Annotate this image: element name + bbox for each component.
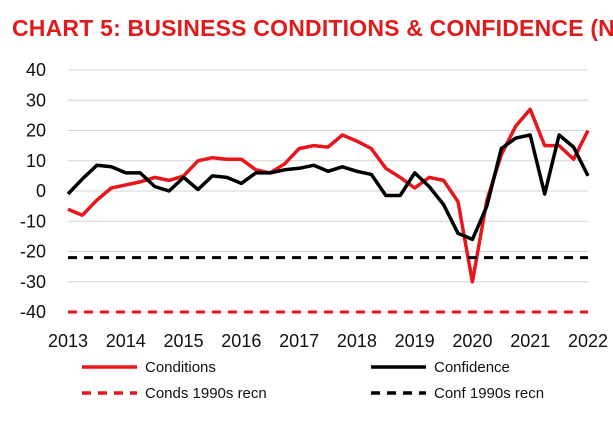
y-tick-label: 40 (26, 60, 46, 80)
y-tick-label: 20 (26, 121, 46, 141)
legend-label: Conf 1990s recn (434, 385, 544, 402)
legend: Conditions Confidence Conds 1990s recn Conf… (82, 359, 544, 402)
x-axis-ticks: 2013 2014 2015 2016 2017 2018 2019 2020 2021 2022 (48, 331, 608, 351)
y-axis-ticks: 40 30 20 10 0 -10 -20 -30 -40 (20, 60, 46, 322)
x-tick-label: 2017 (279, 331, 319, 351)
y-tick-label: 0 (36, 181, 46, 201)
x-tick-label: 2020 (452, 331, 492, 351)
y-tick-label: -40 (20, 302, 46, 322)
series-line-confidence (66, 133, 590, 242)
x-tick-label: 2016 (221, 331, 261, 351)
y-tick-label: 30 (26, 90, 46, 110)
series-lines (66, 107, 590, 314)
y-tick-label: -10 (20, 211, 46, 231)
x-tick-label: 2021 (510, 331, 550, 351)
x-tick-label: 2022 (568, 331, 608, 351)
gridlines (68, 69, 588, 313)
x-tick-label: 2018 (337, 331, 377, 351)
y-tick-label: -30 (20, 272, 46, 292)
series-line-conditions (67, 107, 590, 284)
chart-title: CHART 5: BUSINESS CONDITIONS & CONFIDENC… (12, 15, 613, 41)
x-tick-label: 2019 (395, 331, 435, 351)
legend-label: Conditions (145, 359, 216, 376)
legend-label: Conds 1990s recn (145, 385, 267, 402)
y-tick-label: -20 (20, 242, 46, 262)
x-tick-label: 2013 (48, 331, 88, 351)
y-tick-label: 10 (26, 151, 46, 171)
x-tick-label: 2015 (164, 331, 204, 351)
legend-label: Confidence (434, 359, 510, 376)
x-tick-label: 2014 (106, 331, 146, 351)
